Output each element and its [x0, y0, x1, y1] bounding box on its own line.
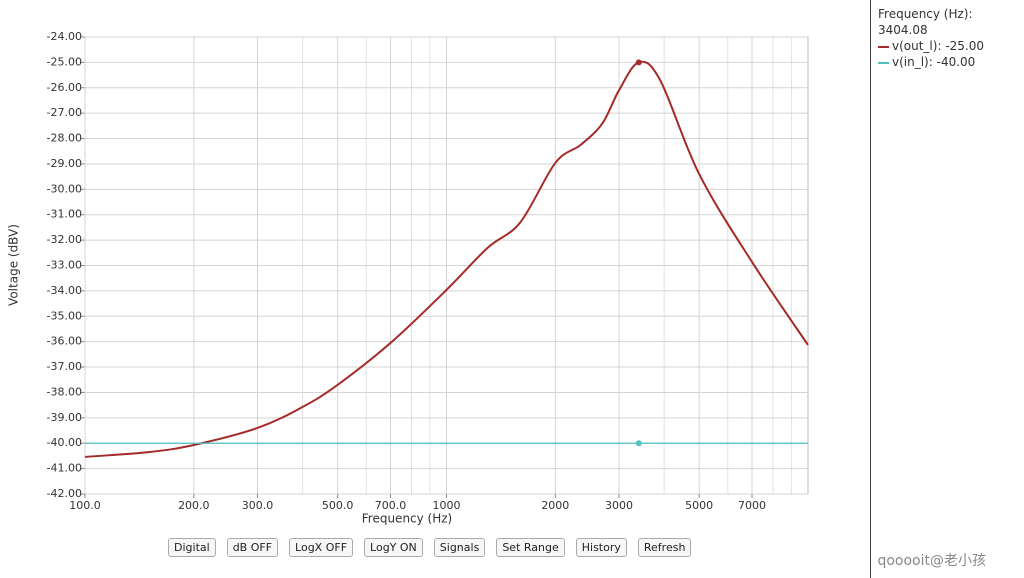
- y-tick-label: -34.00: [47, 284, 82, 297]
- x-tick-label: 100.0: [69, 499, 101, 512]
- cursor-marker: [635, 59, 642, 66]
- readout-value: -25.00: [945, 39, 985, 53]
- x-tick-label: 700.0: [375, 499, 407, 512]
- y-tick-label: -30.00: [47, 182, 82, 195]
- y-tick-label: -38.00: [47, 385, 82, 398]
- x-axis-label: Frequency (Hz): [362, 512, 453, 526]
- y-tick-label: -40.00: [47, 436, 82, 449]
- toolbar-button[interactable]: LogY ON: [364, 538, 423, 557]
- x-tick-label: 3000: [605, 499, 633, 512]
- y-tick-label: -28.00: [47, 132, 82, 145]
- y-tick-label: -41.00: [47, 462, 82, 475]
- toolbar-button[interactable]: LogX OFF: [289, 538, 354, 557]
- toolbar-button[interactable]: Set Range: [496, 538, 565, 557]
- y-tick-label: -32.00: [47, 233, 82, 246]
- legend-entry: v(in_l): -40.00: [878, 54, 1024, 70]
- y-axis-label: Voltage (dBV): [7, 224, 21, 306]
- toolbar-button[interactable]: Signals: [433, 538, 486, 557]
- toolbar-button[interactable]: dB OFF: [226, 538, 279, 557]
- y-tick-label: -27.00: [47, 106, 82, 119]
- chart: Voltage (dBV) Frequency (Hz) -24.00 -25.0…: [7, 30, 809, 526]
- legend-label: v(in_l):: [892, 55, 933, 69]
- y-tick-label: -35.00: [47, 309, 82, 322]
- y-tick-label: -31.00: [47, 208, 82, 221]
- panel-divider: [870, 0, 871, 578]
- y-tick-label: -25.00: [47, 55, 82, 68]
- cursor-readout: Frequency (Hz): 3404.08 v(out_l): -25.00 v…: [878, 6, 1024, 70]
- readout-value: -40.00: [936, 55, 976, 69]
- x-tick-label: 300.0: [242, 499, 274, 512]
- legend-swatch: [878, 45, 889, 48]
- toolbar: Digital dB OFF LogX OFF LogY ON Signals Set R…: [168, 538, 692, 557]
- cursor-marker: [635, 440, 642, 447]
- y-tick-label: -29.00: [47, 157, 82, 170]
- y-tick-label: -39.00: [47, 411, 82, 424]
- y-tick-label: -24.00: [47, 30, 82, 43]
- y-tick-label: -26.00: [47, 81, 82, 94]
- toolbar-button[interactable]: History: [575, 538, 627, 557]
- readout-value: 3404.08: [878, 23, 928, 37]
- x-tick-label: 2000: [541, 499, 569, 512]
- y-tick-label: -37.00: [47, 360, 82, 373]
- y-tick-label: -42.00: [47, 487, 82, 500]
- toolbar-button[interactable]: Digital: [168, 538, 216, 557]
- legend-entry: v(out_l): -25.00: [878, 38, 1024, 54]
- x-tick-label: 200.0: [178, 499, 210, 512]
- x-tick-label: 1000: [433, 499, 461, 512]
- series-line: [84, 60, 809, 458]
- x-tick-label: 7000: [738, 499, 766, 512]
- y-tick-label: -36.00: [47, 335, 82, 348]
- y-tick-label: -33.00: [47, 259, 82, 272]
- legend-swatch: [878, 61, 889, 64]
- readout-label: Frequency (Hz):: [878, 7, 973, 21]
- legend-label: v(out_l):: [892, 39, 942, 53]
- toolbar-button[interactable]: Refresh: [637, 538, 692, 557]
- x-tick-label: 500.0: [322, 499, 354, 512]
- watermark: qooooit@老小孩: [877, 553, 986, 569]
- x-tick-label: 5000: [685, 499, 713, 512]
- readout-row: Frequency (Hz): 3404.08: [878, 6, 1024, 38]
